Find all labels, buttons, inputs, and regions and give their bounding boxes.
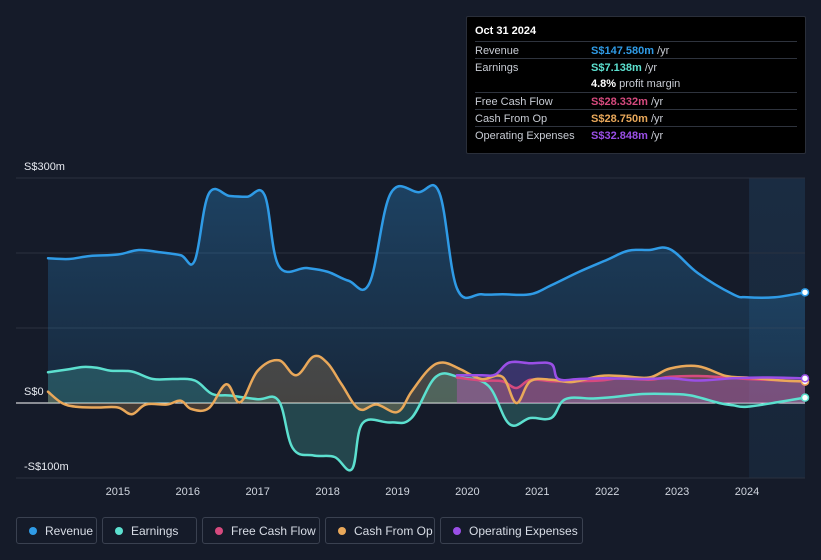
legend-label: Cash From Op bbox=[354, 524, 433, 538]
area-free-cash-flow bbox=[456, 375, 805, 403]
x-tick-label: 2021 bbox=[525, 486, 549, 498]
x-tick-label: 2022 bbox=[595, 486, 619, 498]
legend-dot-icon bbox=[215, 527, 223, 535]
legend-dot-icon bbox=[338, 527, 346, 535]
legend-item-cash-from-op[interactable]: Cash From Op bbox=[325, 517, 435, 544]
tooltip-value: 4.8% bbox=[591, 78, 617, 90]
tooltip-row-earnings: Earnings S$7.138m /yr bbox=[475, 58, 797, 76]
area-operating-expenses bbox=[456, 361, 805, 403]
tooltip-row-free-cash-flow: Free Cash Flow S$28.332m /yr bbox=[475, 92, 797, 110]
tooltip-unit: /yr bbox=[644, 62, 658, 74]
line-cash-from-op bbox=[46, 354, 807, 416]
endpoint-operating-expenses bbox=[800, 374, 810, 383]
tooltip-unit: /yr bbox=[650, 113, 664, 125]
tooltip-value: S$28.750m bbox=[591, 113, 648, 125]
x-tick-label: 2018 bbox=[315, 486, 339, 498]
tooltip-unit: /yr bbox=[650, 96, 664, 108]
tooltip-row-profit-margin: 4.8% profit margin bbox=[475, 75, 797, 92]
legend-item-revenue[interactable]: Revenue bbox=[16, 517, 97, 544]
tooltip-value: S$32.848m bbox=[591, 130, 648, 142]
legend-item-earnings[interactable]: Earnings bbox=[102, 517, 197, 544]
x-tick-label: 2023 bbox=[665, 486, 689, 498]
tooltip: Oct 31 2024 Revenue S$147.580m /yr Earni… bbox=[466, 16, 806, 154]
tooltip-unit: /yr bbox=[657, 45, 670, 57]
legend-label: Earnings bbox=[131, 524, 179, 538]
x-tick-label: 2016 bbox=[176, 486, 200, 498]
tooltip-label: Free Cash Flow bbox=[475, 96, 553, 108]
line-earnings bbox=[46, 365, 807, 472]
legend-label: Revenue bbox=[45, 524, 94, 538]
legend-label: Operating Expenses bbox=[469, 524, 578, 538]
tooltip-row-revenue: Revenue S$147.580m /yr bbox=[475, 41, 797, 59]
y-tick-label: -S$100m bbox=[24, 461, 69, 473]
tooltip-value: S$28.332m bbox=[591, 96, 648, 108]
legend-dot-icon bbox=[29, 527, 37, 535]
legend-label: Free Cash Flow bbox=[231, 524, 316, 538]
tooltip-label: Operating Expenses bbox=[475, 130, 575, 142]
tooltip-row-operating-expenses: Operating Expenses S$32.848m /yr bbox=[475, 126, 797, 144]
legend-item-operating-expenses[interactable]: Operating Expenses bbox=[440, 517, 583, 544]
tooltip-unit: /yr bbox=[650, 130, 664, 142]
tooltip-label: Revenue bbox=[475, 45, 520, 57]
y-tick-label: S$0 bbox=[24, 386, 44, 398]
tooltip-label: Earnings bbox=[475, 62, 519, 74]
tooltip-value: S$7.138m bbox=[591, 62, 642, 74]
x-tick-label: 2020 bbox=[455, 486, 479, 498]
line-revenue bbox=[46, 183, 807, 300]
legend-dot-icon bbox=[453, 527, 461, 535]
x-tick-label: 2017 bbox=[245, 486, 269, 498]
tooltip-label: Cash From Op bbox=[475, 113, 548, 125]
tooltip-value: S$147.580m bbox=[591, 45, 654, 57]
legend-dot-icon bbox=[115, 527, 123, 535]
x-tick-label: 2024 bbox=[735, 486, 759, 498]
x-tick-label: 2015 bbox=[106, 486, 130, 498]
area-earnings bbox=[48, 366, 805, 471]
endpoint-revenue bbox=[800, 288, 810, 297]
area-revenue bbox=[48, 185, 805, 403]
area-cash-from-op bbox=[48, 355, 805, 415]
x-tick-label: 2019 bbox=[385, 486, 409, 498]
line-operating-expenses bbox=[455, 360, 807, 382]
legend-item-free-cash-flow[interactable]: Free Cash Flow bbox=[202, 517, 320, 544]
tooltip-date: Oct 31 2024 bbox=[475, 25, 537, 37]
endpoint-earnings bbox=[800, 393, 810, 402]
y-tick-label: S$300m bbox=[24, 161, 65, 173]
tooltip-unit: profit margin bbox=[619, 78, 681, 90]
tooltip-row-cash-from-op: Cash From Op S$28.750m /yr bbox=[475, 109, 797, 127]
